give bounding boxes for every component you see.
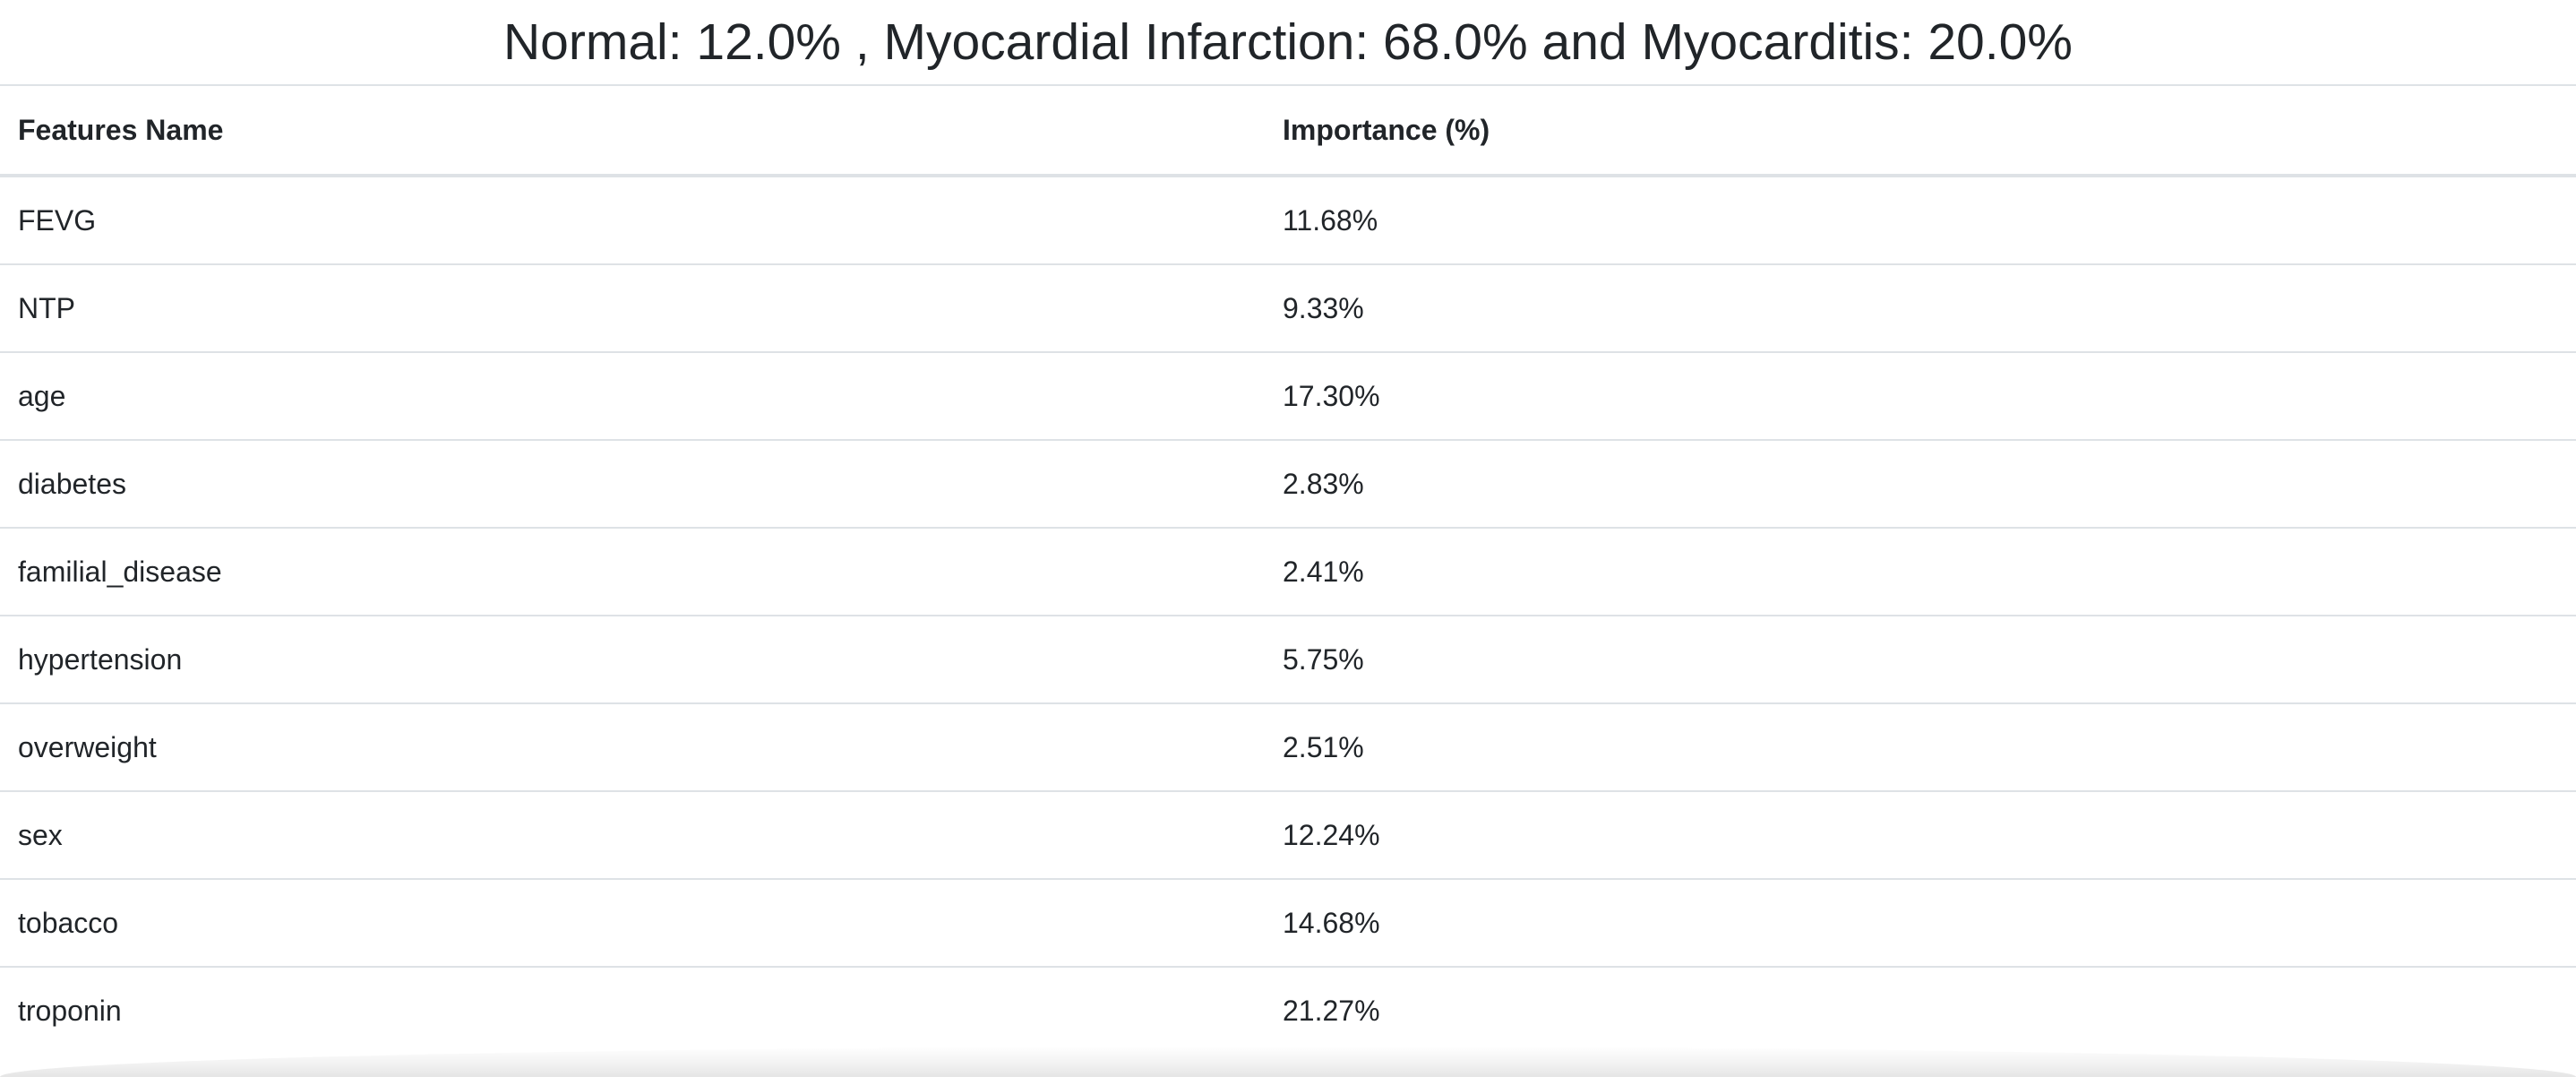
table-row: troponin 21.27% <box>0 967 2576 1054</box>
feature-importance-table: Features Name Importance (%) FEVG 11.68%… <box>0 86 2576 1054</box>
feature-name-cell: overweight <box>0 703 1265 792</box>
table-row: diabetes 2.83% <box>0 440 2576 529</box>
importance-cell: 14.68% <box>1265 879 2576 968</box>
feature-name-cell: NTP <box>0 264 1265 353</box>
table-row: NTP 9.33% <box>0 264 2576 353</box>
feature-name-cell: troponin <box>18 994 122 1027</box>
table-body: FEVG 11.68% NTP 9.33% age 17.30% diabete… <box>0 176 2576 1054</box>
table-row: tobacco 14.68% <box>0 879 2576 968</box>
feature-name-cell: diabetes <box>0 440 1265 529</box>
feature-name-cell: hypertension <box>0 616 1265 704</box>
feature-name-cell: sex <box>0 791 1265 880</box>
table-row: hypertension 5.75% <box>0 616 2576 704</box>
column-header-features-name: Features Name <box>0 86 1265 177</box>
importance-cell: 12.24% <box>1265 791 2576 880</box>
importance-cell: 21.27% <box>1283 994 1380 1027</box>
feature-name-cell: tobacco <box>0 879 1265 968</box>
prediction-result-title: Normal: 12.0% , Myocardial Infarction: 6… <box>0 0 2576 86</box>
importance-cell: 2.51% <box>1265 703 2576 792</box>
table-header: Features Name Importance (%) <box>0 86 2576 177</box>
importance-cell: 11.68% <box>1265 176 2576 265</box>
importance-cell: 9.33% <box>1265 264 2576 353</box>
table-row: familial_disease 2.41% <box>0 528 2576 616</box>
feature-name-cell: familial_disease <box>0 528 1265 616</box>
table-row: sex 12.24% <box>0 791 2576 880</box>
importance-cell: 17.30% <box>1265 352 2576 441</box>
table-row: overweight 2.51% <box>0 703 2576 792</box>
importance-cell: 2.83% <box>1265 440 2576 529</box>
importance-cell: 2.41% <box>1265 528 2576 616</box>
table-header-row: Features Name Importance (%) <box>0 86 2576 177</box>
feature-name-cell: FEVG <box>0 176 1265 265</box>
column-header-importance: Importance (%) <box>1265 86 2576 177</box>
table-row: FEVG 11.68% <box>0 176 2576 265</box>
importance-cell: 5.75% <box>1265 616 2576 704</box>
table-row: age 17.30% <box>0 352 2576 441</box>
feature-name-cell: age <box>0 352 1265 441</box>
